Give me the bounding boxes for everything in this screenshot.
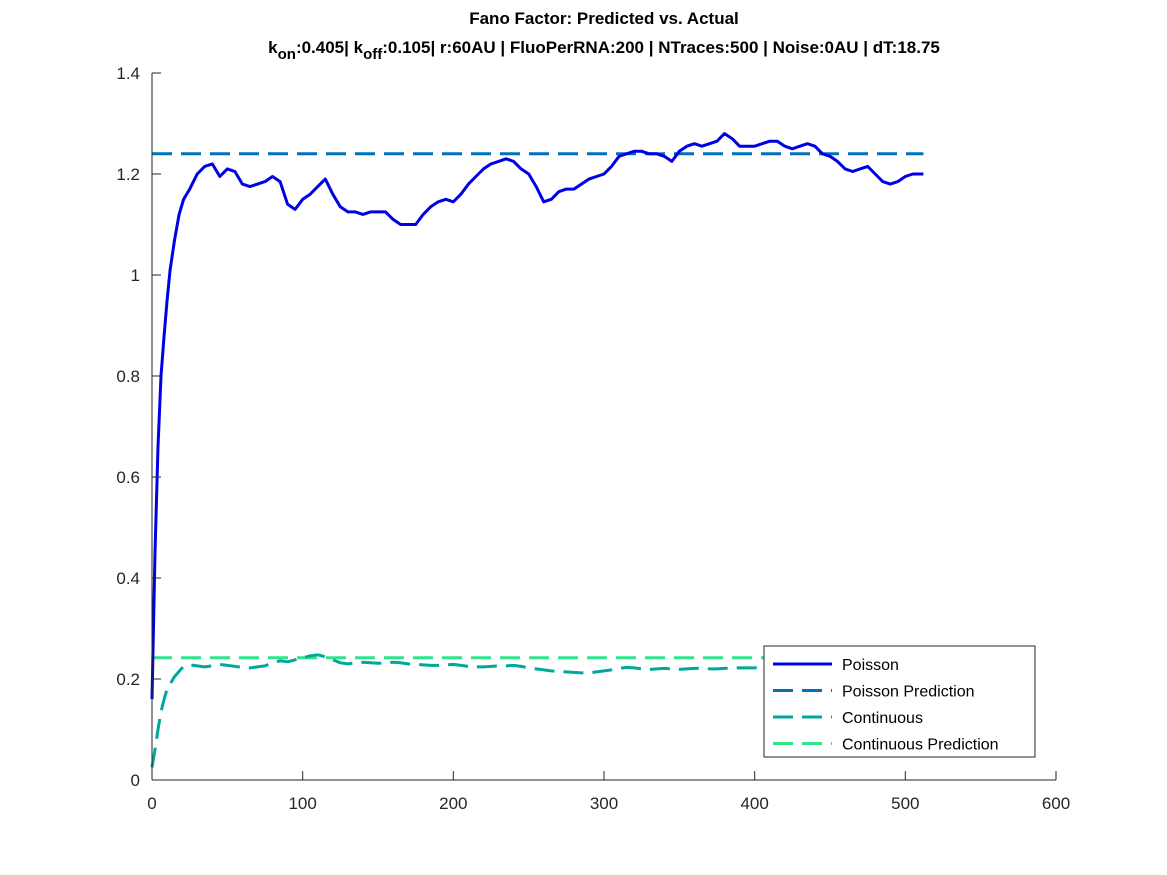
x-tick-label: 0 bbox=[147, 794, 156, 813]
series-line-poisson bbox=[150, 132, 924, 700]
subtitle-k-off-base: k bbox=[354, 38, 364, 57]
subtitle-parameters: :0.105| r:60AU | FluoPerRNA:200 | NTrace… bbox=[382, 38, 940, 57]
x-tick-label: 500 bbox=[891, 794, 919, 813]
legend-items: Poisson Poisson Prediction Continuous Conti… bbox=[773, 657, 999, 754]
y-ticks: 0 0.2 0.4 0.6 0.8 1 1.2 1.4 bbox=[116, 64, 161, 790]
legend-label: Poisson bbox=[842, 657, 899, 674]
legend: Poisson Poisson Prediction Continuous Conti… bbox=[763, 645, 1036, 758]
legend-label: Continuous Prediction bbox=[842, 737, 999, 754]
chart-title: Fano Factor: Predicted vs. Actual bbox=[469, 9, 739, 28]
legend-label: Poisson Prediction bbox=[842, 684, 975, 701]
y-tick-label: 0.2 bbox=[116, 670, 140, 689]
y-tick-label: 1.4 bbox=[116, 64, 140, 83]
y-tick-label: 0.4 bbox=[116, 569, 140, 588]
x-tick-label: 400 bbox=[740, 794, 768, 813]
series-line-continuous bbox=[150, 653, 924, 768]
subtitle-k-on-base: k bbox=[268, 38, 278, 57]
subtitle-k-on-value: :0.405| bbox=[296, 38, 354, 57]
x-tick-label: 200 bbox=[439, 794, 467, 813]
x-ticks: 0 100 200 300 400 500 600 bbox=[147, 771, 1070, 813]
x-tick-label: 100 bbox=[288, 794, 316, 813]
subtitle-k-on-subscript: on bbox=[278, 46, 296, 63]
y-tick-label: 0.6 bbox=[116, 468, 140, 487]
x-tick-label: 300 bbox=[590, 794, 618, 813]
subtitle-k-off-subscript: off bbox=[363, 46, 383, 63]
chart-subtitle: kon:0.405| koff:0.105| r:60AU | FluoPerR… bbox=[268, 38, 940, 63]
y-tick-label: 1.2 bbox=[116, 165, 140, 184]
x-tick-label: 600 bbox=[1042, 794, 1070, 813]
y-tick-label: 0 bbox=[131, 771, 140, 790]
y-tick-label: 0.8 bbox=[116, 367, 140, 386]
y-tick-label: 1 bbox=[131, 266, 140, 285]
legend-label: Continuous bbox=[842, 710, 923, 727]
